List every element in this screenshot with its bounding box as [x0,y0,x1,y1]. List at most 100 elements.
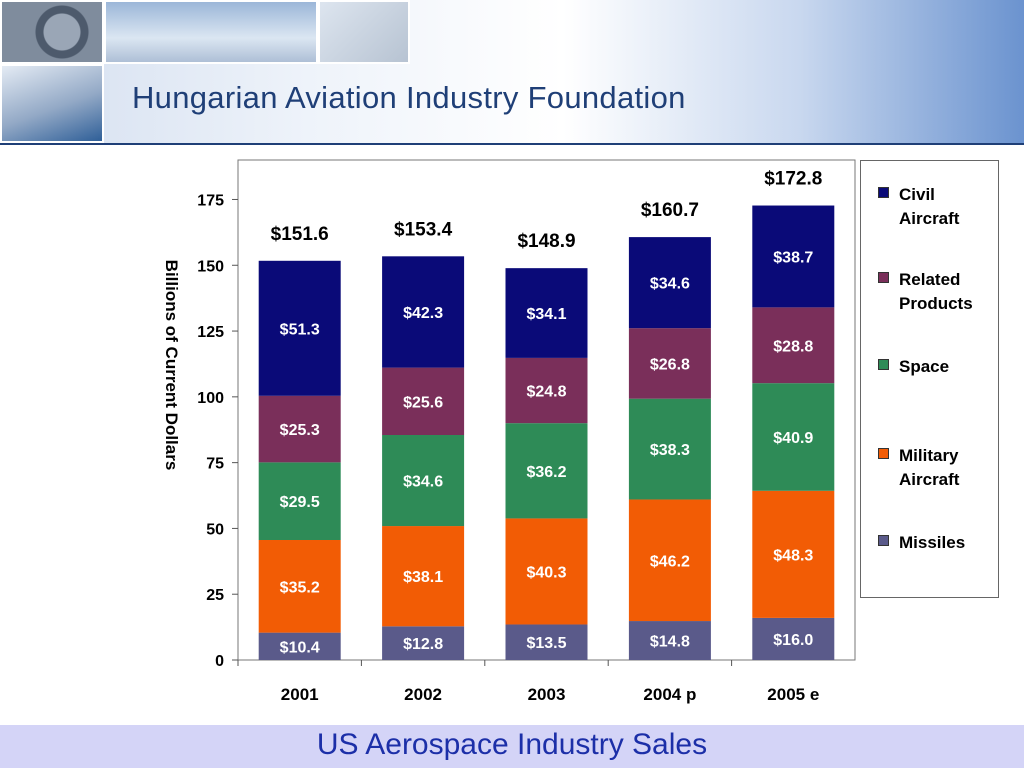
legend-swatch [878,187,889,198]
bar-missiles [628,621,711,660]
bar-label-related-products: $26.8 [650,356,690,373]
bar-label-space: $38.3 [650,442,690,459]
slide-title: US Aerospace Industry Sales [316,728,708,761]
y-tick-label: 125 [197,324,224,341]
bar-label-civil-aircraft: $34.1 [526,306,566,323]
bar-space [752,383,835,491]
bar-related-products [752,307,835,384]
legend-label: Related Products [899,270,973,313]
total-labels: $151.6 $153.4 $148.9 $160.7 $172.8 [271,169,823,253]
x-axis: 2001 2002 2003 2004 p 2005 e [237,660,819,704]
bar-label-civil-aircraft: $34.6 [650,276,690,293]
legend-label: Civil Aircraft [899,185,960,228]
stacked-bar-chart: 0 25 50 75 100 125 150 175 $10.4 $35.2 $29.5 $25.3… [162,159,856,704]
bar-label-missiles: $13.5 [526,635,566,652]
y-tick-label: 50 [206,521,224,538]
bar-military-aircraft [628,499,711,622]
bar-missiles [752,617,835,660]
bar-civil-aircraft [505,268,588,358]
bars [258,205,835,660]
bar-label-civil-aircraft: $38.7 [773,249,813,266]
bar-label-civil-aircraft: $51.3 [280,321,320,338]
footer-band: US Aerospace Industry Sales [0,725,1024,768]
bar-missiles [382,626,465,660]
x-tick-label: 2001 [281,685,319,704]
y-tick-label: 150 [197,258,224,275]
bar-civil-aircraft [382,256,465,368]
bar-label-space: $29.5 [280,494,320,511]
y-tick-label: 25 [206,587,224,604]
legend-item-missiles: Missiles [878,531,999,555]
aircraft-photo [104,0,318,64]
legend-swatch [878,535,889,546]
legend-label: Missiles [899,533,966,552]
bar-civil-aircraft [752,205,835,308]
bar-space [382,435,465,527]
bar-label-related-products: $25.6 [403,394,443,411]
bar-label-space: $36.2 [526,464,566,481]
header-divider [0,143,1024,145]
x-tick-label: 2003 [528,685,566,704]
y-tick-label: 0 [215,653,224,670]
legend-swatch [878,359,889,370]
x-tick-label: 2002 [404,685,442,704]
tool-photo [318,0,410,64]
bar-military-aircraft [505,518,588,625]
bar-related-products [258,395,341,463]
bar-label-space: $34.6 [403,474,443,491]
y-tick-label: 75 [206,456,224,473]
legend-item-space: Space [878,355,999,379]
bar-label-military-aircraft: $48.3 [773,547,813,564]
bar-space [505,423,588,519]
total-label: $153.4 [394,219,453,240]
legend-label: Space [899,357,950,376]
bar-missiles [505,624,588,660]
legend-label: Military Aircraft [899,446,960,489]
bar-label-military-aircraft: $35.2 [280,579,320,596]
bar-label-missiles: $14.8 [650,634,690,651]
bar-label-military-aircraft: $40.3 [526,564,566,581]
bar-label-civil-aircraft: $42.3 [403,305,443,322]
x-tick-label: 2005 e [767,685,819,704]
technician-photo [0,64,104,143]
bar-related-products [382,367,465,435]
bar-label-space: $40.9 [773,430,813,447]
bar-label-related-products: $24.8 [526,384,566,401]
chart-legend: Civil Aircraft Related Products Space Milit… [860,160,999,598]
bar-military-aircraft [752,490,835,618]
total-label: $160.7 [641,200,699,221]
bar-military-aircraft [382,526,465,627]
bar-space [628,398,711,500]
bar-label-military-aircraft: $38.1 [403,569,443,586]
total-label: $151.6 [271,224,329,245]
bar-label-missiles: $12.8 [403,636,443,653]
bar-space [258,462,341,540]
bar-label-military-aircraft: $46.2 [650,553,690,570]
total-label: $172.8 [764,169,822,190]
jet-engine-photo [0,0,104,64]
bar-related-products [628,328,711,399]
bar-related-products [505,357,588,424]
y-axis: 0 25 50 75 100 125 150 175 [197,192,238,670]
bar-value-labels: $10.4 $35.2 $29.5 $25.3 $51.3 $12.8 $38.1 $34.6… [280,249,814,656]
bar-missiles [258,632,341,660]
legend-swatch [878,448,889,459]
y-tick-label: 100 [197,390,224,407]
bar-label-missiles: $16.0 [773,632,813,649]
bar-label-related-products: $28.8 [773,338,813,355]
legend-item-civil-aircraft: Civil Aircraft [878,183,999,231]
total-label: $148.9 [517,231,575,252]
header-banner: Hungarian Aviation Industry Foundation [0,0,1024,143]
legend-item-related-products: Related Products [878,268,999,316]
legend-item-military-aircraft: Military Aircraft [878,444,999,492]
page-title: Hungarian Aviation Industry Foundation [132,80,686,115]
bar-military-aircraft [258,540,341,633]
legend-swatch [878,272,889,283]
y-tick-label: 175 [197,192,224,209]
bar-civil-aircraft [258,260,341,396]
x-tick-label: 2004 p [643,685,696,704]
y-axis-label: Billions of Current Dollars [162,260,181,471]
bar-civil-aircraft [628,237,711,329]
bar-label-related-products: $25.3 [280,422,320,439]
bar-label-missiles: $10.4 [280,639,320,656]
